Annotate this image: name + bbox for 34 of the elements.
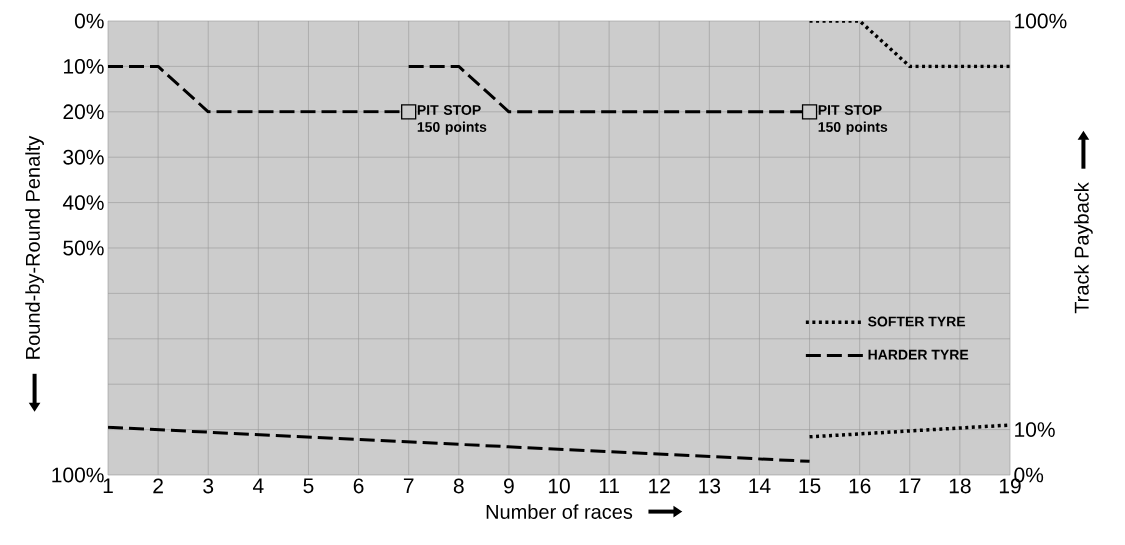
x-tick-label: 5 bbox=[303, 478, 314, 494]
x-tick-label: 14 bbox=[749, 478, 771, 493]
x-tick-label: 4 bbox=[252, 478, 264, 493]
x-tick-label: 6 bbox=[353, 478, 364, 494]
y2-tick-label: 100% bbox=[1015, 13, 1067, 29]
legend-label: SOFTER TYRE bbox=[868, 316, 966, 327]
y-tick-label: 100% bbox=[52, 467, 104, 483]
y-tick-label: 10% bbox=[64, 58, 104, 74]
y-tick-label: 40% bbox=[62, 195, 104, 211]
x-tick-label: 1 bbox=[103, 478, 113, 493]
x-tick-label: 13 bbox=[699, 478, 721, 494]
x-tick-label: 15 bbox=[799, 478, 821, 494]
x-tick-label: 3 bbox=[203, 478, 214, 494]
x-tick-label: 10 bbox=[548, 478, 570, 494]
x-tick-label: 11 bbox=[599, 478, 619, 493]
x-tick-label: 9 bbox=[504, 478, 514, 494]
x-tick-label: 12 bbox=[649, 478, 670, 494]
x-tick-label: 8 bbox=[453, 478, 464, 494]
y-tick-label: 30% bbox=[63, 149, 104, 165]
y2-axis-title: Track Payback bbox=[1074, 182, 1093, 314]
annotation: PIT STOP 150 points bbox=[818, 104, 888, 135]
x-tick-label: 7 bbox=[403, 478, 414, 493]
y-tick-label: 50% bbox=[63, 240, 104, 256]
y-tick-label: 0% bbox=[74, 13, 104, 29]
x-tick-label: 2 bbox=[153, 478, 163, 494]
x-tick-label: 18 bbox=[949, 478, 971, 494]
y-axis-title: Round-by-Round Penalty bbox=[25, 135, 44, 359]
y-tick-label: 20% bbox=[63, 104, 104, 120]
x-axis-title: Number of races bbox=[486, 504, 633, 519]
annotation: PIT STOP 150 points bbox=[417, 104, 487, 135]
x-tick-label: 17 bbox=[899, 478, 921, 493]
x-tick-label: 16 bbox=[849, 478, 871, 494]
y2-tick-label: 10% bbox=[1015, 422, 1055, 438]
legend-label: HARDER TYRE bbox=[868, 349, 969, 360]
